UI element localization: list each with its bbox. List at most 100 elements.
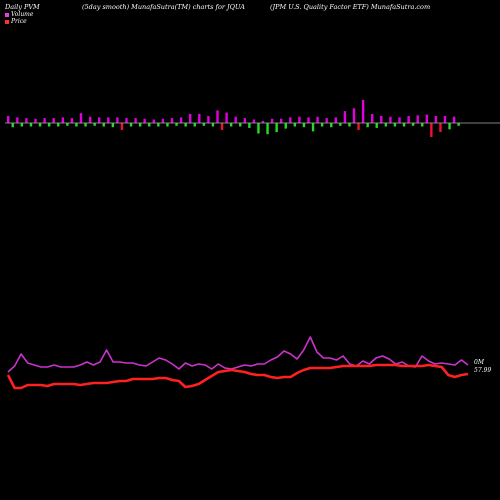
pvm-bar (302, 123, 306, 128)
pvm-bar (57, 123, 60, 127)
pvm-bar (320, 123, 324, 127)
pvm-bar (152, 119, 155, 123)
legend-price-swatch (5, 19, 9, 24)
pvm-bar (75, 123, 78, 127)
pvm-bar (357, 123, 360, 130)
pvm-bar (457, 123, 460, 126)
pvm-bar (270, 118, 274, 123)
pvm-bar (84, 123, 87, 127)
pvm-bar (102, 123, 105, 127)
pvm-bar (111, 123, 115, 128)
pvm-bar (284, 123, 287, 129)
pvm-bar (34, 118, 37, 123)
pvm-bar (257, 123, 260, 134)
pvm-bar (416, 115, 419, 123)
pvm-bar (25, 118, 28, 123)
pvm-bar (7, 116, 10, 123)
pvm-bar (316, 116, 319, 123)
pvm-bar (280, 118, 283, 123)
pvm-bar (120, 123, 124, 130)
pvm-bar (234, 116, 237, 123)
pvm-bar (425, 114, 428, 123)
pvm-bar (61, 117, 64, 123)
pvm-bar (443, 116, 447, 123)
pvm-bar (421, 123, 424, 127)
pvm-bar (407, 116, 410, 123)
pvm-bar (98, 117, 101, 123)
pvm-bars (7, 99, 460, 137)
pvm-bar (261, 120, 265, 123)
pvm-bar (175, 123, 178, 126)
pvm-bar (330, 123, 333, 128)
pvm-bar (339, 123, 342, 126)
pvm-bar (198, 113, 201, 123)
pvm-bar (52, 118, 55, 123)
pvm-bar (161, 118, 165, 123)
pvm-bar (157, 123, 160, 127)
chart-header-source: (JPM U.S. Quality Factor ETF) MunafaSutr… (270, 3, 431, 11)
pvm-bar (293, 123, 297, 127)
pvm-bar (202, 123, 206, 126)
pvm-bar (166, 123, 169, 127)
pvm-bar (307, 117, 310, 123)
pvm-bar (148, 123, 151, 127)
pvm-bar (189, 113, 192, 123)
pvm-bar (366, 123, 369, 128)
pvm-bar (16, 117, 19, 123)
pvm-bar (225, 112, 228, 123)
series-lines (6, 336, 469, 390)
pvm-bar (239, 123, 242, 127)
pvm-bar (20, 123, 24, 127)
pvm-bar (107, 117, 110, 123)
pvm-bar (375, 123, 378, 128)
pvm-bar (311, 123, 315, 132)
pvm-bar (11, 123, 14, 128)
pvm-bar (411, 123, 415, 126)
pvm-bar (348, 123, 351, 127)
legend-volume-label: Volume (11, 11, 34, 18)
pvm-bar (402, 123, 406, 127)
pvm-bar (430, 123, 433, 137)
pvm-bar (184, 123, 187, 127)
pvm-bar (43, 118, 46, 123)
pvm-bar (452, 116, 456, 123)
pvm-bar (70, 118, 74, 123)
pvm-bar (134, 118, 137, 123)
pvm-bar (448, 123, 451, 130)
pvm-bar (334, 117, 337, 123)
pvm-bar (125, 118, 128, 123)
chart-header-left: Daily PVM (5, 3, 40, 11)
pvm-bar (79, 113, 83, 123)
pvm-bar (211, 123, 215, 127)
pvm-bar (170, 118, 174, 123)
pvm-bar (361, 99, 365, 123)
volume-line (7, 336, 469, 373)
pvm-bar (193, 123, 196, 127)
pvm-bar (88, 116, 92, 123)
legend-volume-swatch (5, 12, 9, 17)
pvm-bar (179, 117, 183, 123)
volume-end-label: 0M (474, 359, 485, 366)
pvm-bar (138, 123, 142, 127)
pvm-bar (207, 116, 210, 123)
pvm-bar (393, 123, 397, 127)
legend-volume: Volume (5, 11, 33, 18)
pvm-bar (389, 116, 392, 123)
legend-price-label: Price (11, 18, 27, 25)
pvm-bar (352, 108, 356, 123)
pvm-bar (325, 118, 328, 123)
pvm-bar (216, 110, 219, 123)
chart-header-title: (5day smooth) MunafaSutra(TM) charts for… (82, 3, 245, 11)
pvm-bar (243, 118, 246, 123)
pvm-bar (384, 123, 388, 127)
pvm-bar (93, 123, 96, 126)
pvm-bar (29, 123, 33, 127)
pvm-bar (47, 123, 51, 127)
pvm-bar (220, 123, 224, 130)
pvm-bar (252, 119, 256, 123)
pvm-bar (298, 116, 301, 123)
pvm-bar (289, 117, 292, 123)
legend-price: Price (5, 18, 27, 25)
pvm-bar (266, 123, 269, 135)
